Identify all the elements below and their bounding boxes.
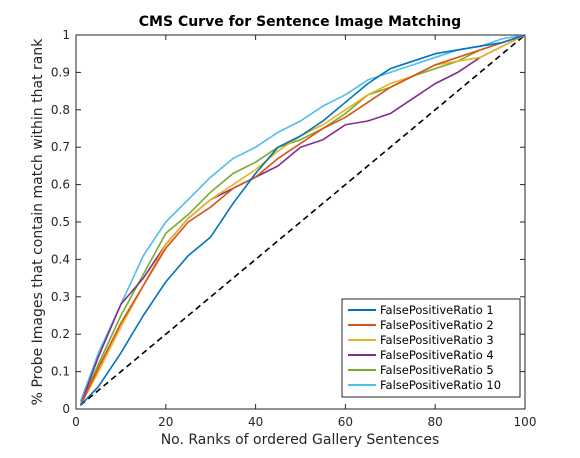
y-tick-label: 0.8 (51, 103, 70, 117)
series-line-4 (79, 34, 526, 406)
reference-diagonal-line (79, 34, 526, 406)
series-line-1 (79, 34, 526, 406)
legend-entry-label: FalsePositiveRatio 1 (380, 303, 494, 317)
x-tick-label: 60 (338, 415, 353, 429)
y-tick-label: 1 (62, 28, 70, 42)
series-line-6 (79, 34, 526, 402)
x-tick-label: 100 (514, 415, 537, 429)
y-tick-label: 0.5 (51, 215, 70, 229)
chart-title: CMS Curve for Sentence Image Matching (139, 14, 461, 30)
y-tick-label: 0.4 (51, 252, 70, 266)
series-lines (79, 34, 526, 406)
y-tick-label: 0.1 (51, 365, 70, 379)
axis-ticks: 0 20 40 60 80 100 0 0.1 0.2 0.3 0.4 0.5 0.6 0.7 0.8 0.9… (51, 28, 537, 429)
legend-entry-label: FalsePositiveRatio 4 (380, 348, 494, 362)
y-tick-label: 0 (62, 402, 70, 416)
x-tick-label: 0 (72, 415, 80, 429)
series-line-2 (79, 34, 526, 406)
x-tick-label: 20 (158, 415, 173, 429)
x-tick-label: 40 (248, 415, 263, 429)
legend-box (341, 298, 521, 398)
y-tick-label: 0.6 (51, 178, 70, 192)
y-tick-label: 0.7 (51, 140, 70, 154)
series-line-5 (79, 34, 526, 406)
y-tick-label: 0.9 (51, 65, 70, 79)
y-tick-label: 0.2 (51, 327, 70, 341)
legend-entry-label: FalsePositiveRatio 3 (380, 333, 494, 347)
legend-entry-label: FalsePositiveRatio 5 (380, 363, 494, 377)
x-tick-label: 80 (428, 415, 443, 429)
x-axis-label: No. Ranks of ordered Gallery Sentences (161, 432, 440, 448)
legend-entry-label: FalsePositiveRatio 10 (380, 378, 501, 392)
y-axis-label: % Probe Images that contain match within… (30, 38, 46, 406)
legend-entry-label: FalsePositiveRatio 2 (380, 318, 494, 332)
y-tick-label: 0.3 (51, 290, 70, 304)
